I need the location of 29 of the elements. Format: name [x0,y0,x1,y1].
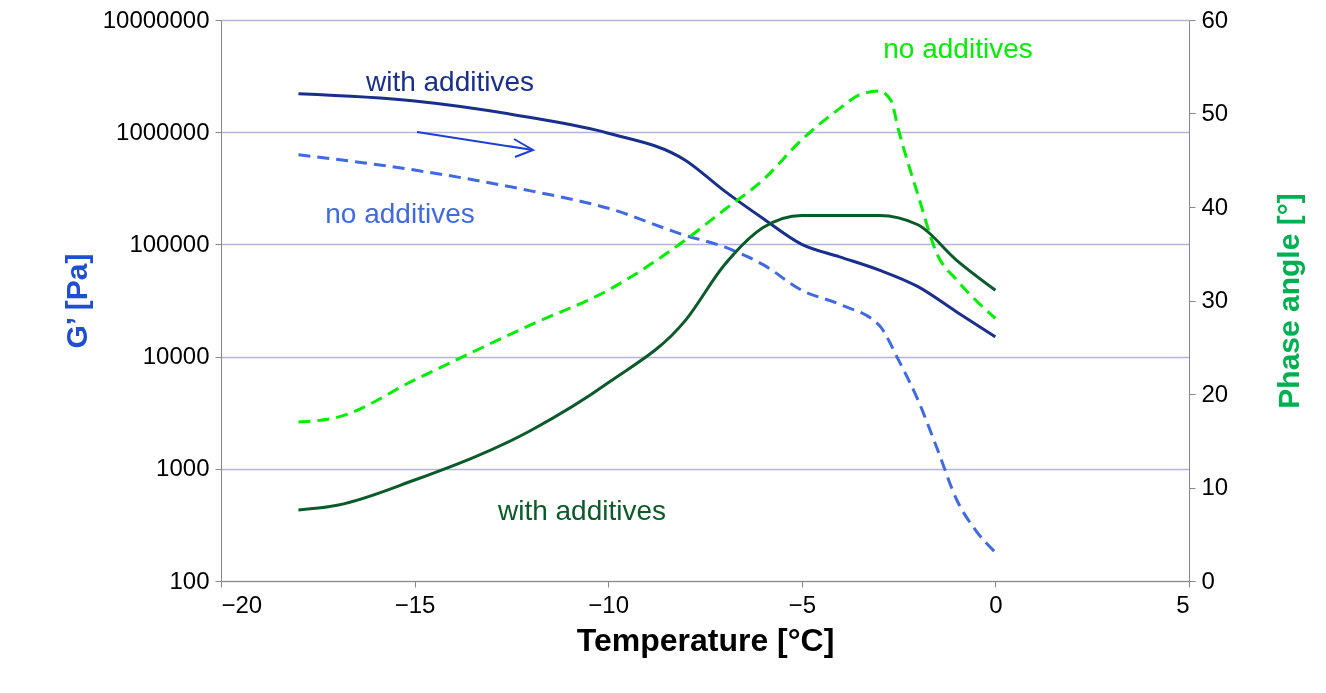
y2-tick-label: 10 [1201,473,1229,500]
series-label: no additives [883,33,1033,64]
y-axis-title: G’ [Pa] [59,253,93,349]
series-label: no additives [325,198,475,229]
x-tick-label: −15 [394,590,436,618]
x-tick-label: −10 [588,590,630,618]
y-tick-label: 1000000 [116,117,210,145]
x-tick-label: 0 [989,590,1003,618]
y-tick-label: 1000 [156,454,210,482]
series-label: with additives [496,495,667,526]
series-label: with additives [364,66,535,97]
y2-tick-label: 60 [1201,5,1229,33]
x-tick-label: −5 [788,590,816,618]
y2-tick-label: 50 [1201,99,1229,126]
line-series [296,153,997,554]
y2-tick-label: 30 [1201,286,1229,313]
y2-tick-label: 40 [1201,192,1229,220]
y2-tick-label: 20 [1201,379,1229,407]
line-series [296,92,997,339]
y-tick-label: 100000 [129,229,210,257]
y-tick-label: 100 [169,566,210,594]
x-axis-title: Temperature [°C] [576,621,835,658]
y2-tick-label: 0 [1201,566,1215,594]
x-tick-label: −20 [221,590,263,618]
y-tick-label: 10000000 [102,5,210,33]
x-tick-label: 5 [1176,590,1190,618]
line-series [296,89,997,424]
y2-axis-title: Phase angle [°] [1271,193,1305,409]
y-tick-label: 10000 [142,342,210,370]
